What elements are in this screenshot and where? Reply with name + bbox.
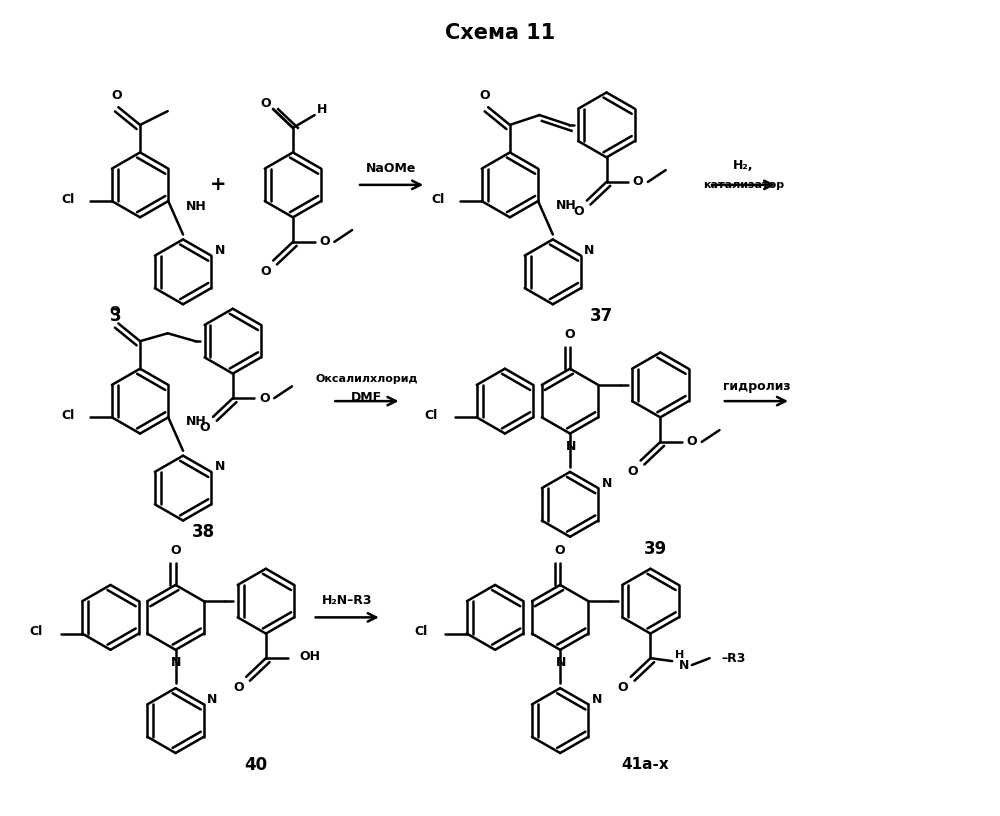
Text: Cl: Cl bbox=[30, 625, 43, 638]
Text: –R3: –R3 bbox=[721, 652, 746, 665]
Text: NH: NH bbox=[186, 415, 207, 428]
Text: Cl: Cl bbox=[424, 409, 437, 422]
Text: N: N bbox=[171, 656, 182, 669]
Text: O: O bbox=[233, 681, 244, 694]
Text: гидролиз: гидролиз bbox=[723, 380, 790, 392]
Text: NH: NH bbox=[556, 198, 577, 211]
Text: N: N bbox=[584, 244, 595, 257]
Text: 3: 3 bbox=[110, 307, 121, 325]
Text: O: O bbox=[565, 328, 575, 341]
Text: O: O bbox=[200, 421, 210, 434]
Text: O: O bbox=[627, 465, 638, 478]
Text: N: N bbox=[207, 693, 217, 706]
Text: катализатор: катализатор bbox=[703, 180, 784, 190]
Text: O: O bbox=[479, 89, 490, 102]
Text: Cl: Cl bbox=[431, 193, 444, 206]
Text: DMF: DMF bbox=[351, 391, 382, 404]
Text: 37: 37 bbox=[590, 307, 613, 325]
Text: O: O bbox=[260, 265, 271, 278]
Text: O: O bbox=[111, 89, 122, 102]
Text: O: O bbox=[687, 436, 697, 449]
Text: 38: 38 bbox=[192, 523, 215, 541]
Text: H: H bbox=[675, 650, 685, 660]
Text: Cl: Cl bbox=[61, 409, 74, 422]
Text: O: O bbox=[109, 305, 120, 318]
Text: O: O bbox=[633, 175, 643, 188]
Text: O: O bbox=[574, 205, 584, 218]
Text: N: N bbox=[556, 656, 566, 669]
Text: Cl: Cl bbox=[414, 625, 427, 638]
Text: N: N bbox=[602, 477, 612, 490]
Text: O: O bbox=[260, 97, 271, 110]
Text: O: O bbox=[618, 681, 628, 694]
Text: 39: 39 bbox=[644, 539, 667, 557]
Text: O: O bbox=[319, 235, 330, 248]
Text: Оксалилхлорид: Оксалилхлорид bbox=[316, 375, 418, 384]
Text: 41a-x: 41a-x bbox=[622, 757, 669, 772]
Text: O: O bbox=[555, 544, 565, 557]
Text: NaOMe: NaOMe bbox=[366, 162, 417, 175]
Text: N: N bbox=[215, 460, 225, 473]
Text: NH: NH bbox=[186, 201, 207, 214]
Text: H: H bbox=[317, 103, 328, 116]
Text: N: N bbox=[679, 659, 689, 672]
Text: N: N bbox=[566, 440, 576, 453]
Text: 40: 40 bbox=[244, 756, 268, 774]
Text: +: + bbox=[210, 175, 226, 194]
Text: Схема 11: Схема 11 bbox=[445, 23, 555, 42]
Text: O: O bbox=[170, 544, 181, 557]
Text: N: N bbox=[592, 693, 602, 706]
Text: H₂,: H₂, bbox=[733, 158, 754, 171]
Text: H₂N–R3: H₂N–R3 bbox=[322, 594, 372, 607]
Text: OH: OH bbox=[299, 650, 320, 663]
Text: O: O bbox=[259, 392, 270, 405]
Text: Cl: Cl bbox=[61, 193, 74, 206]
Text: N: N bbox=[215, 244, 225, 257]
